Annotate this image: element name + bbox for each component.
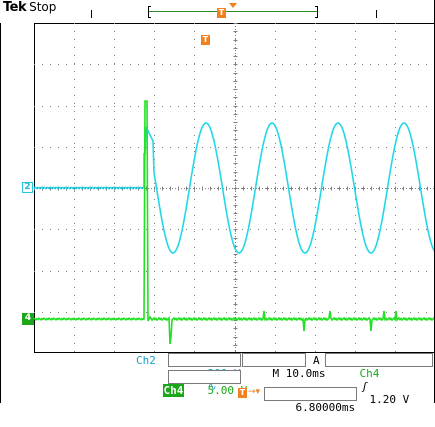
brand-logo: Tek xyxy=(3,0,27,15)
left-border xyxy=(0,23,1,403)
trigger-readout-box[interactable]: Ch4 ʃ 1.20 V xyxy=(325,353,433,406)
timebase-box[interactable]: M 10.0ms xyxy=(242,353,325,380)
ch4-scale-box[interactable]: 5.00 V xyxy=(168,370,247,397)
acquisition-state: Stop xyxy=(29,0,57,14)
ch2-label: Ch2 xyxy=(136,354,156,367)
horizontal-position-arrow-icon xyxy=(229,3,237,8)
header-divider xyxy=(376,10,377,18)
trigger-position-flag-icon: T xyxy=(201,35,210,45)
trigger-mode: A xyxy=(313,354,320,367)
ac-coupling-icon: ∿ xyxy=(208,380,217,393)
ch2-scale-box[interactable]: 200 V ∿ xyxy=(168,353,241,393)
waveform-plot xyxy=(34,23,435,353)
graticule xyxy=(34,23,435,353)
ch2-waveform xyxy=(34,122,435,254)
trigger-offset-arrow-icon: →▾ xyxy=(248,387,261,397)
ch2-ground-marker[interactable]: 2 xyxy=(22,182,33,193)
trigger-position-box[interactable]: 6.80000ms xyxy=(264,387,357,414)
trigger-source: Ch4 xyxy=(359,367,380,380)
ch4-waveform xyxy=(34,100,435,345)
timebase: M 10.0ms xyxy=(272,367,326,380)
ch4-label-box: Ch4 xyxy=(136,371,185,410)
record-trigger-flag-icon: T xyxy=(217,8,226,18)
oscilloscope-display: Tek Stop T T 2 4 Ch2 200 V ∿ M 10.0ms A … xyxy=(0,0,435,414)
header-divider xyxy=(91,10,92,18)
ch4-label: Ch4 xyxy=(162,384,185,397)
ch4-ground-marker[interactable]: 4 xyxy=(22,313,34,325)
trigger-level: 1.20 V xyxy=(369,393,410,406)
trigger-position: 6.80000ms xyxy=(295,401,356,414)
record-length-bar xyxy=(148,6,318,18)
rising-edge-icon: ʃ xyxy=(361,380,369,393)
brand-status: Tek Stop xyxy=(3,0,56,16)
trigger-position-icon: T xyxy=(238,388,247,398)
